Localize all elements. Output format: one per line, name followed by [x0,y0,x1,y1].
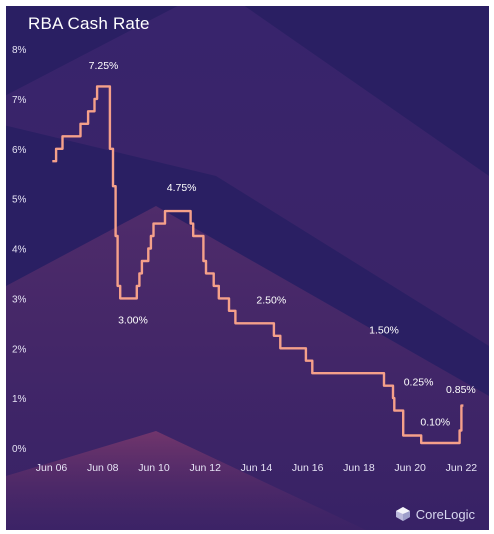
chart-title: RBA Cash Rate [28,14,150,33]
data-label: 2.50% [256,294,286,306]
y-tick-label: 8% [12,45,27,56]
x-tick-label: Jun 10 [138,462,170,474]
y-tick-label: 7% [12,95,27,106]
cash-rate-line [52,85,464,445]
data-label: 0.85% [446,384,476,396]
data-label: 7.25% [89,60,119,72]
corelogic-logo-icon [395,507,410,521]
y-tick-label: 5% [12,195,27,206]
series-layer [52,85,464,445]
annotation-layer: 7.25% 4.75% 3.00% 2.50% 1.50% 0.25% 0.10% 0.85% [89,60,476,429]
x-tick-label: Jun 20 [394,462,426,474]
x-tick-label: Jun 14 [241,462,273,474]
chart-canvas: 0%1%2%3%4%5%6%7%8% Jun 06 Jun 08 Jun 10 Jun… [6,6,489,530]
y-tick-label: 6% [12,145,27,156]
brand-name: CoreLogic [415,506,475,522]
x-tick-label: Jun 06 [36,462,68,474]
y-axis-ticks: 0% 1% 2% 3% 4% 5% 6% 7% 8% [12,45,27,455]
x-axis-ticks: Jun 06 Jun 08 Jun 10 Jun 12 Jun 14 Jun 16 Jun … [36,462,478,474]
y-tick-label: 0% [12,444,27,455]
data-label: 4.75% [167,182,197,194]
data-label: 3.00% [118,314,148,326]
data-label: 0.10% [420,417,450,429]
x-tick-label: Jun 22 [446,462,478,474]
x-tick-label: Jun 12 [189,462,221,474]
y-tick-label: 3% [12,294,27,305]
y-tick-label: 4% [12,245,27,256]
y-tick-label: 2% [12,344,27,355]
x-tick-label: Jun 16 [292,462,324,474]
x-tick-label: Jun 18 [343,462,375,474]
data-label: 1.50% [369,324,399,336]
x-tick-label: Jun 08 [87,462,119,474]
data-label: 0.25% [404,377,434,389]
chart-frame: 0% 1% 2% 3% 4% 5% 6% 7% 8% Jun 06 Jun 08 Jun 10 Jun… [6,6,489,530]
background-decor [6,6,489,530]
corelogic-brand: CoreLogic [395,506,475,522]
y-tick-label: 1% [12,394,27,405]
